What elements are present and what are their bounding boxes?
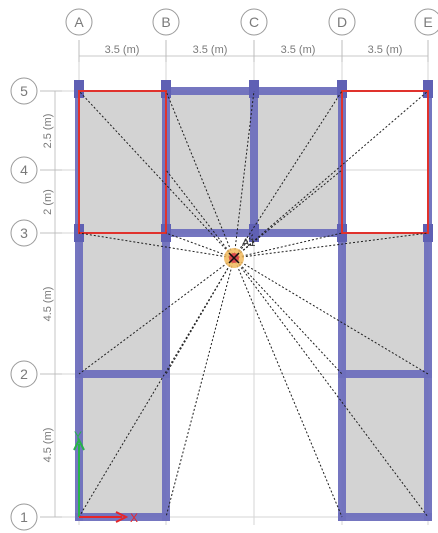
grid-bubble-label: A [74,14,84,30]
beam-d-1-3[interactable] [338,233,346,521]
grid-bubble-label: 4 [20,162,28,178]
x-axis-label: X [130,511,138,525]
slab-panel-a-b-4-5[interactable] [79,91,166,233]
constraint-line [233,257,343,518]
slab-panel-d-e-1-2[interactable] [342,374,428,517]
slab-panel-d-e-2-3[interactable] [342,233,428,374]
grid-bubble-b[interactable]: B [152,8,180,36]
constraint-line [233,90,429,259]
grid-bubble-label: 1 [20,509,28,525]
dimension-label-bc: 3.5 (m) [193,44,228,56]
joint-a1-marker[interactable]: A1 [224,237,255,268]
dimension-label-cd: 3.5 (m) [281,44,316,56]
constraint-line [165,169,235,259]
column-d5[interactable] [337,80,347,98]
grid-bubble-label: D [337,14,347,30]
constraint-line [233,232,429,259]
dimension-label-34: 2 (m) [42,189,54,215]
beam-a-3-5[interactable] [75,87,80,237]
dimension-label-de: 3.5 (m) [368,44,403,56]
x-axis-bubbles: A B C D E [65,8,438,36]
beam-1-a-b[interactable] [75,513,170,521]
beam-e-3-5[interactable] [427,87,432,237]
grid-bubble-label: 3 [20,225,28,241]
slab-panel-c-d-4-5[interactable] [254,91,342,233]
beam-c-3-5[interactable] [250,87,258,237]
grid-bubble-label: 5 [20,83,28,99]
selected-bay-a-b-3-5[interactable] [78,90,167,234]
dimension-label-23: 4.5 (m) [42,287,54,322]
beam-2-d-e[interactable] [338,370,432,378]
x-axis-arrowhead [115,511,129,523]
beam-1-d-e[interactable] [338,513,432,521]
grid-bubble-2[interactable]: 2 [10,360,38,388]
grid-bubble-5[interactable]: 5 [10,77,38,105]
y-dimensions: 4.5 (m) 4.5 (m) 2 (m) 2.5 (m) [40,90,62,518]
grid-bubble-label: 2 [20,366,28,382]
constraint-line [233,90,343,259]
constraint-line [233,257,429,518]
dimension-label-12: 4.5 (m) [42,428,54,463]
grid-bubble-c[interactable]: C [240,8,268,36]
grid-bubble-1[interactable]: 1 [10,503,38,531]
slab-panel-a-b-2-3[interactable] [79,233,166,374]
beam-2-a-b[interactable] [75,370,170,378]
grid-bubble-label: B [161,14,170,30]
constraint-line [233,90,255,259]
column-a5[interactable] [74,80,84,98]
joint-label: A1 [242,237,255,249]
grid-bubble-a[interactable]: A [65,8,93,36]
constraint-line [78,90,235,259]
constraint-line [165,257,235,375]
grid-bubble-d[interactable]: D [328,8,356,36]
grid-bubble-label: C [249,14,259,30]
column-b5[interactable] [161,80,171,98]
slab-panel-b-c-4-5[interactable] [166,91,254,233]
grid-bubble-label: E [423,14,432,30]
selected-members [78,90,429,234]
beam-a-1-3[interactable] [75,233,83,521]
joint-cross [228,252,240,264]
dimension-label-ab: 3.5 (m) [105,44,140,56]
constraint-line [165,257,235,518]
grid-bubble-e[interactable]: E [414,8,438,36]
constraint-line [233,232,343,259]
grid-bubble-3[interactable]: 3 [10,219,38,247]
selected-bay-d-e-3-5[interactable] [341,90,429,234]
y-axis-arrowhead [73,437,85,451]
dimension-label-45: 2.5 (m) [42,114,54,149]
constraint-line [165,232,235,259]
y-axis-label: Y [74,429,82,443]
y-axis-bubbles: 5 4 3 2 1 [10,77,38,531]
x-dimensions: 3.5 (m) 3.5 (m) 3.5 (m) 3.5 (m) [78,40,429,62]
grid-bubble-4[interactable]: 4 [10,156,38,184]
column-c5[interactable] [249,80,259,98]
beam-e-1-3[interactable] [424,233,432,521]
constraint-line [233,169,343,259]
constraint-line [233,257,429,375]
beam-b-1-3[interactable] [162,233,170,521]
constraint-line [78,257,235,375]
constraint-line [233,257,343,375]
constraint-lines [78,90,429,518]
column-e5[interactable] [423,80,433,98]
axis-indicator: Y X [73,429,138,525]
